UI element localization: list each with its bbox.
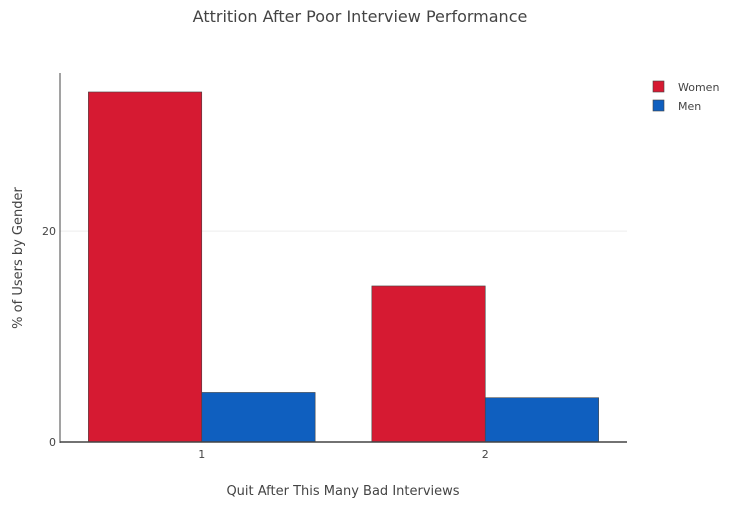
y-tick-label: 20 (42, 225, 56, 238)
bar-men-1 (201, 392, 316, 443)
x-tick-label: 1 (198, 448, 205, 461)
x-axis-label: Quit After This Many Bad Interviews (226, 484, 459, 499)
bar-men-2 (484, 397, 599, 443)
chart-title: Attrition After Poor Interview Performan… (193, 7, 528, 26)
bars (88, 91, 599, 443)
x-tick-label: 2 (482, 448, 489, 461)
legend: Women Men (652, 80, 719, 113)
legend-swatch-men (652, 99, 665, 112)
legend-label-men: Men (678, 100, 701, 113)
bar-women-1 (88, 91, 203, 443)
y-tick-labels: 0 20 (42, 225, 56, 449)
y-tick-label: 0 (49, 436, 56, 449)
bar-women-2 (371, 285, 486, 443)
legend-swatch-women (652, 80, 665, 93)
y-axis-label: % of Users by Gender (11, 187, 26, 329)
legend-label-women: Women (678, 81, 719, 94)
